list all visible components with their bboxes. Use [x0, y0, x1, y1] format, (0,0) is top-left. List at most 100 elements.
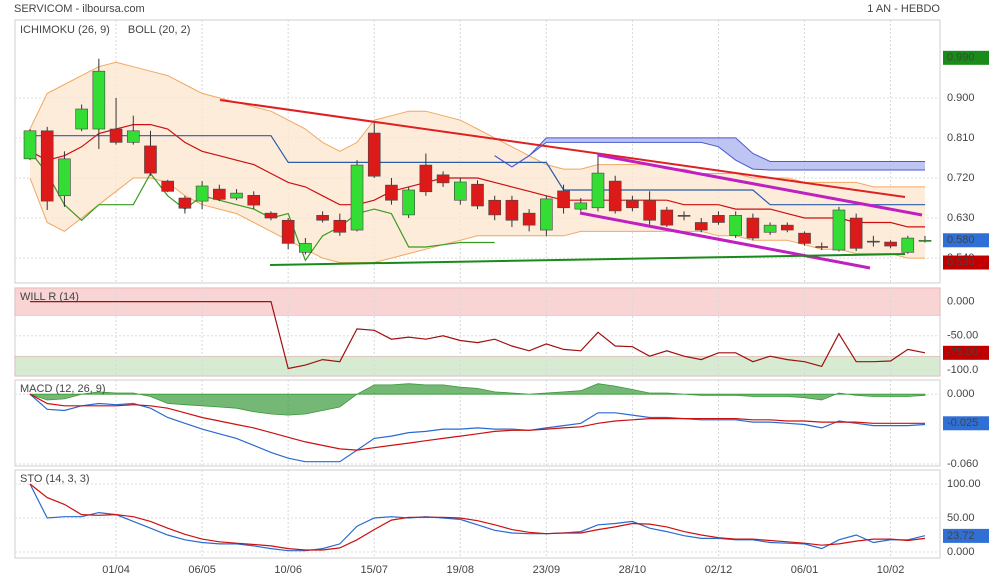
price-marker-label: 23.72: [947, 530, 975, 542]
price-marker: [943, 255, 989, 270]
x-tick-label: 10/06: [274, 564, 302, 576]
candle-body: [195, 185, 209, 202]
candle-body: [316, 215, 329, 221]
candle-body: [350, 164, 364, 231]
candle-body: [677, 215, 691, 217]
trend-line: [579, 211, 871, 270]
candle-body: [591, 172, 605, 209]
line: [29, 124, 925, 228]
candle-body: [815, 246, 829, 248]
x-tick-label: 15/07: [360, 564, 388, 576]
candle-body: [849, 217, 863, 249]
candle-body: [608, 180, 622, 212]
candle-body: [281, 219, 295, 244]
candle-body: [58, 158, 71, 197]
line: [494, 141, 925, 171]
candle-body: [264, 212, 278, 219]
candle-body: [643, 199, 656, 221]
candle-body: [660, 209, 674, 226]
panel-title: MACD (12, 26, 9): [20, 383, 106, 395]
candle-body: [901, 237, 915, 253]
price-marker: [943, 528, 989, 543]
candle-body: [540, 198, 553, 231]
panel-title: WILL R (14): [20, 291, 79, 303]
candle-body: [781, 224, 794, 231]
trend-line: [219, 99, 906, 198]
price-marker-label: 0.990: [947, 52, 975, 64]
candle-body: [746, 217, 760, 239]
y-tick-label: 0.720: [947, 172, 975, 184]
trend-lines: [219, 99, 923, 270]
indicator-label: BOLL (20, 2): [128, 24, 191, 36]
x-tick-label: 23/09: [533, 564, 561, 576]
candle-body: [694, 222, 708, 231]
y-tick-label: 0.000: [947, 546, 975, 558]
candle-body: [75, 108, 88, 130]
chart-title: SERVICOM - ilboursa.com: [14, 3, 145, 15]
candle-body: [505, 199, 519, 221]
y-tick-label: -100.0: [947, 364, 978, 376]
price-marker-label: -75.00: [947, 347, 978, 359]
candle-body: [385, 184, 398, 201]
x-tick-label: 06/05: [188, 564, 216, 576]
candle-body: [161, 180, 174, 192]
y-tick-label: 50.00: [947, 512, 975, 524]
price-marker: [943, 345, 989, 360]
line: [29, 483, 926, 551]
panel: [14, 469, 941, 559]
candle-body: [488, 199, 502, 216]
trend-line: [269, 253, 906, 266]
x-tick-label: 02/12: [705, 564, 733, 576]
candle-body: [867, 240, 880, 243]
candle-body: [247, 195, 261, 206]
x-tick-label: 01/04: [102, 564, 130, 576]
candle-body: [763, 224, 777, 233]
y-tick-label: 0.900: [947, 92, 975, 104]
candle-body: [126, 130, 140, 143]
price-marker-label: 0.530: [947, 256, 975, 268]
period: 1 AN - HEBDO: [867, 3, 940, 15]
price-marker-label: -0.025: [947, 417, 978, 429]
line: [29, 483, 926, 552]
line: [494, 137, 925, 168]
trend-line: [597, 153, 923, 217]
price-marker-label: 0.580: [947, 234, 975, 246]
candle-body: [92, 70, 106, 130]
price-marker: [943, 416, 989, 431]
y-tick-label: -0.060: [947, 458, 978, 470]
candle-body: [453, 181, 467, 201]
candle-body: [918, 239, 932, 242]
candle-body: [40, 130, 54, 202]
candle-body: [419, 164, 433, 193]
candle-body: [213, 188, 226, 200]
candle-body: [798, 232, 811, 244]
candle-body: [333, 219, 347, 233]
y-tick-label: 0.000: [947, 388, 975, 400]
indicator-label: ICHIMOKU (26, 9): [20, 24, 110, 36]
candle-body: [230, 192, 243, 199]
line: [29, 177, 925, 263]
y-tick-label: 0.810: [947, 132, 975, 144]
panel-title: STO (14, 3, 3): [20, 473, 90, 485]
candle-body: [574, 202, 588, 210]
candle-body: [522, 212, 536, 226]
y-tick-label: 0.630: [947, 212, 975, 224]
y-tick-label: -50.00: [947, 330, 978, 342]
candle-body: [626, 199, 639, 209]
candle-body: [471, 183, 484, 207]
line: [30, 135, 925, 206]
candle-body: [729, 215, 742, 236]
line: [29, 393, 925, 451]
candle-body: [23, 130, 37, 160]
candle-body: [178, 197, 192, 209]
candle-body: [832, 209, 846, 251]
histogram-area: [29, 383, 926, 416]
zone: [14, 355, 941, 377]
candle-body: [557, 190, 570, 209]
candle-body: [436, 174, 450, 184]
candle-body: [884, 241, 897, 247]
candle-body: [712, 215, 725, 223]
line: [29, 393, 926, 463]
